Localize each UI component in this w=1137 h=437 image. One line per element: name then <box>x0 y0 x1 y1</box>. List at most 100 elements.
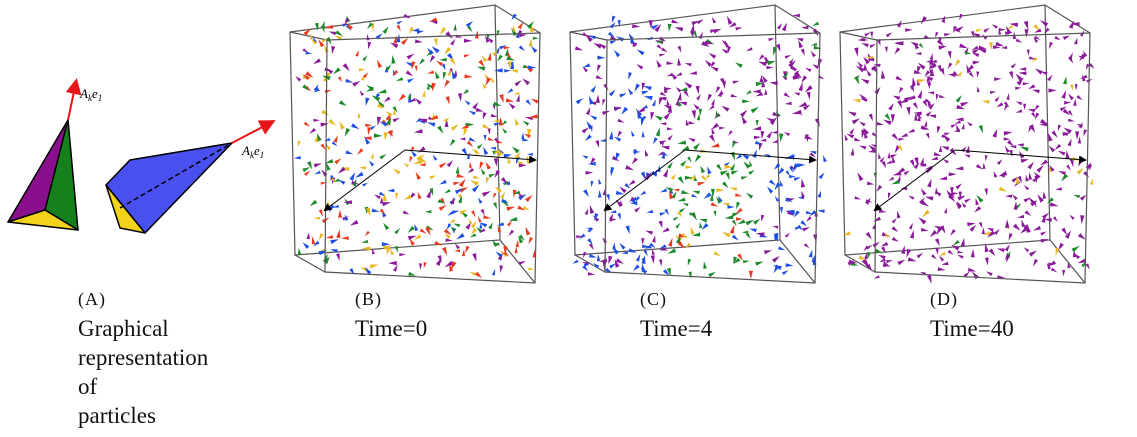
particle <box>615 258 624 264</box>
particle <box>755 232 765 237</box>
particle <box>628 179 636 186</box>
particle <box>716 188 725 193</box>
particle <box>877 39 881 47</box>
particle <box>658 97 663 106</box>
particle <box>1015 73 1023 81</box>
particle <box>762 75 768 83</box>
particle <box>793 177 801 181</box>
particle <box>978 125 984 134</box>
particle <box>655 40 662 44</box>
particle <box>698 108 702 116</box>
particle <box>952 71 959 77</box>
particle <box>890 114 895 124</box>
particle <box>439 57 447 62</box>
particle <box>769 81 778 86</box>
particle <box>1083 129 1088 137</box>
particle <box>395 192 399 200</box>
particle <box>793 70 800 76</box>
particle <box>854 75 860 85</box>
particle <box>445 96 450 105</box>
particle <box>761 79 766 88</box>
particle <box>784 55 792 59</box>
particle <box>326 200 330 207</box>
particle <box>788 60 796 68</box>
particle <box>909 159 915 168</box>
particle <box>958 191 962 199</box>
particle <box>1007 25 1014 30</box>
particle <box>410 150 417 158</box>
particle <box>755 261 764 266</box>
particle <box>595 140 600 148</box>
particle <box>528 267 535 271</box>
particle <box>432 154 438 161</box>
particle <box>1083 171 1090 178</box>
particle <box>771 130 778 134</box>
particle <box>1017 214 1025 219</box>
particle <box>730 170 739 175</box>
particle <box>530 98 539 104</box>
particle <box>675 86 682 93</box>
particle <box>886 260 893 264</box>
particle <box>1050 267 1058 273</box>
particle <box>1009 71 1013 80</box>
particle <box>766 65 774 70</box>
particle <box>959 43 968 49</box>
particle <box>514 117 520 126</box>
particle <box>358 166 366 170</box>
particle <box>396 24 401 32</box>
particle <box>938 45 947 50</box>
particle <box>935 93 939 101</box>
particle <box>387 188 395 193</box>
axis-arrow <box>873 149 956 212</box>
particle <box>1063 127 1072 134</box>
particle <box>617 130 623 138</box>
particle <box>636 64 644 70</box>
particle <box>663 269 670 276</box>
particle <box>426 189 432 199</box>
particle <box>741 115 748 125</box>
particle <box>1048 88 1057 93</box>
particle <box>431 46 440 54</box>
particle <box>1033 24 1040 32</box>
particle <box>399 253 406 257</box>
particle <box>318 39 325 48</box>
particle <box>1067 138 1072 147</box>
particle <box>1009 145 1017 149</box>
particle <box>1054 143 1062 150</box>
particle <box>1068 93 1074 101</box>
particle <box>595 75 603 80</box>
particle <box>435 257 442 266</box>
particle <box>1004 104 1009 111</box>
particle <box>659 244 667 249</box>
particle <box>483 146 489 155</box>
particle <box>986 227 994 232</box>
particle <box>956 124 961 132</box>
particle <box>498 149 504 155</box>
particle <box>603 83 609 91</box>
particle <box>392 108 396 115</box>
particle <box>313 240 320 247</box>
particle <box>467 26 473 33</box>
cube-edge <box>779 239 816 284</box>
particle <box>695 85 700 95</box>
particle <box>934 238 940 247</box>
particle <box>441 246 448 256</box>
particle <box>667 248 677 254</box>
particle <box>1006 93 1010 100</box>
particle <box>761 214 765 222</box>
particle <box>1077 258 1086 264</box>
particle <box>656 59 662 68</box>
arrow-label: Ake1 <box>79 86 102 103</box>
particle <box>362 55 368 62</box>
particle <box>700 175 707 182</box>
particle <box>769 179 776 186</box>
particle <box>944 207 947 214</box>
particle <box>411 28 420 32</box>
particle <box>780 180 784 187</box>
particle <box>499 94 504 103</box>
particle <box>433 38 438 47</box>
particle <box>608 255 613 265</box>
particle <box>444 79 450 88</box>
particle <box>933 152 942 156</box>
